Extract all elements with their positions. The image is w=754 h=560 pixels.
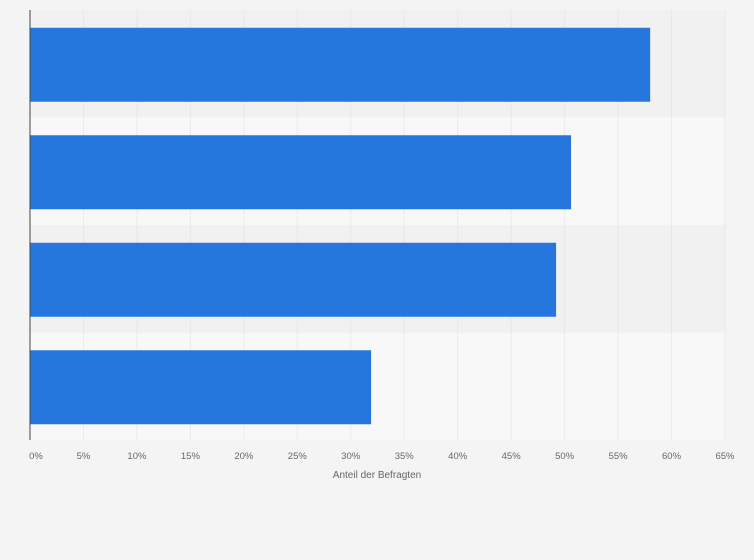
x-tick-label-7: 30%	[341, 451, 361, 462]
x-tick-label-8: 35%	[395, 451, 415, 462]
bar-3	[30, 242, 557, 317]
x-tick-label-6: 25%	[288, 451, 308, 462]
x-tick-label-4: 15%	[181, 451, 201, 462]
x-tick-labels: 0% 5% 10% 15% 20% 25% 30% 35% 40% 45% 50% 55% 60% 65%	[29, 451, 735, 462]
x-tick-label-3: 10%	[127, 451, 147, 462]
x-tick-label-13: 60%	[662, 451, 682, 462]
x-tick-label-5: 20%	[234, 451, 254, 462]
x-tick-label-11: 50%	[555, 451, 575, 462]
x-tick-label-1: 0%	[29, 451, 43, 462]
bar-2	[30, 135, 572, 210]
x-tick-label-12: 55%	[609, 451, 629, 462]
bar-1	[30, 27, 651, 102]
bar-4	[30, 350, 372, 425]
x-tick-label-10: 45%	[502, 451, 522, 462]
x-tick-label-14: 65%	[715, 451, 735, 462]
x-axis-title: Anteil der Befragten	[333, 470, 421, 481]
x-tick-label-2: 5%	[77, 451, 91, 462]
x-tick-label-9: 40%	[448, 451, 468, 462]
bars	[30, 27, 651, 425]
